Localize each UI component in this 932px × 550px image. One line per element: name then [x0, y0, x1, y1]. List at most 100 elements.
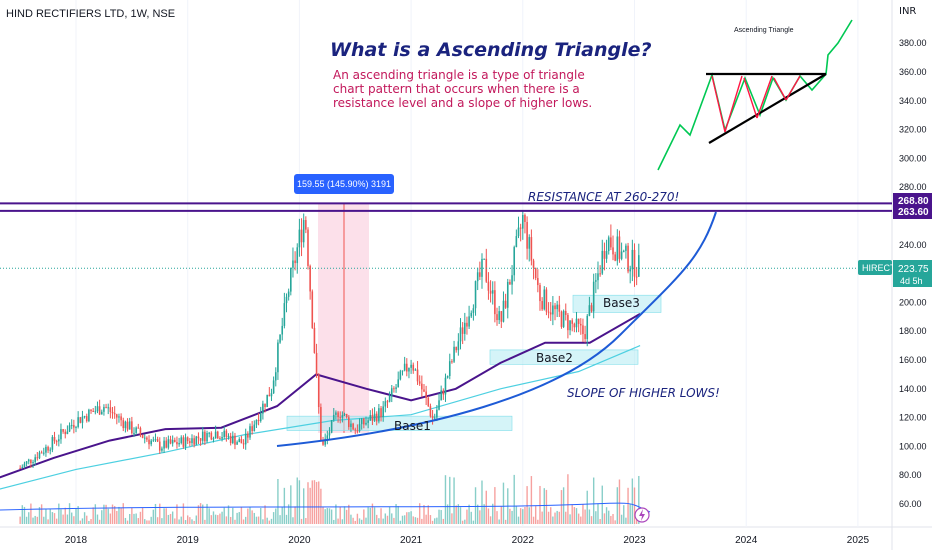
volume-bar [30, 503, 32, 524]
candle-body [305, 220, 307, 230]
candle-body [139, 428, 142, 435]
volume-bar [485, 490, 487, 524]
candle-body [158, 441, 161, 451]
candle-body [339, 417, 342, 419]
candle-body [27, 459, 30, 462]
inset-zigzag-segment [785, 75, 801, 101]
lightning-icon[interactable] [634, 507, 650, 523]
candle-body [34, 457, 36, 463]
volume-bar [393, 517, 395, 524]
candle-body [393, 388, 395, 390]
volume-bar [376, 514, 378, 524]
volume-bar [595, 511, 597, 524]
volume-bar [111, 504, 114, 524]
candle-body [476, 272, 479, 282]
volume-bar [311, 480, 313, 524]
ascending-triangle-illustration: Ascending Triangle [657, 19, 853, 171]
volume-bar [369, 507, 371, 524]
candle-body [489, 290, 492, 294]
volume-bar [279, 515, 281, 524]
volume-bar [580, 516, 582, 524]
candle-body [569, 320, 571, 331]
candle-body [603, 250, 606, 259]
candle-body [302, 220, 305, 243]
candle-body [403, 363, 406, 371]
volume-bar [219, 513, 221, 524]
price-tick-label: 60.00 [899, 499, 922, 509]
volume-bar [603, 513, 606, 524]
higher-lows-trendline[interactable] [276, 211, 717, 447]
candle-body [320, 407, 322, 441]
candlestick-series [19, 211, 640, 469]
volume-bar [391, 513, 393, 524]
candle-body [498, 311, 500, 321]
candle-body [249, 426, 251, 438]
volume-bar [403, 515, 406, 524]
volume-bar [251, 510, 253, 524]
volume-bar [423, 505, 425, 524]
candle-body [221, 436, 223, 439]
volume-bar [152, 509, 155, 524]
volume-bar [135, 513, 137, 524]
candle-body [429, 406, 432, 417]
candle-body [191, 438, 193, 444]
volume-bar [384, 513, 387, 524]
candle-body [309, 265, 311, 292]
candle-body [382, 406, 384, 417]
inset-zigzag-segment [756, 75, 773, 119]
volume-bar [83, 512, 86, 524]
volume-bar [90, 519, 92, 524]
volume-bar [51, 512, 54, 524]
candle-body [262, 403, 264, 414]
volume-bar [373, 507, 376, 524]
candle-body [356, 430, 359, 432]
candle-body [251, 426, 253, 432]
volume-bar [341, 519, 344, 524]
candle-body [412, 364, 415, 371]
volume-bar [616, 487, 619, 524]
volume-bar [326, 508, 329, 524]
volume-bar [240, 506, 243, 524]
volume-bar [195, 515, 197, 524]
volume-bar [356, 513, 359, 524]
measure-label: 159.55 (145.90%) 3191 [297, 179, 391, 189]
volume-bar [416, 517, 419, 524]
candle-body [586, 315, 589, 340]
candle-body [541, 301, 543, 310]
candle-body [264, 403, 266, 407]
volume-bar [32, 517, 34, 524]
volume-bar [511, 510, 513, 524]
volume-bar [107, 508, 109, 524]
volume-bar [487, 508, 490, 524]
volume-bar [406, 512, 408, 524]
candle-body [199, 438, 202, 441]
candle-body [504, 300, 507, 308]
volume-bars [0, 474, 651, 524]
volume-bar [103, 504, 105, 524]
base3-label: Base3 [603, 296, 640, 310]
symbol-tag-bg [858, 260, 892, 275]
candle-body [100, 411, 103, 415]
volume-bar [541, 511, 543, 524]
candle-body [386, 401, 389, 403]
volume-bar [513, 474, 515, 524]
resistance-lower-tag-bg [893, 204, 932, 219]
candle-body [167, 439, 170, 448]
candle-body [281, 325, 284, 335]
volume-bar [459, 507, 462, 524]
volume-bar [421, 518, 423, 524]
candle-body [137, 427, 140, 429]
volume-bar [298, 480, 301, 524]
volume-bar [292, 517, 294, 524]
volume-bar [412, 516, 414, 524]
volume-bar [440, 510, 442, 524]
candle-body [219, 438, 221, 440]
candle-body [464, 322, 466, 334]
candle-body [103, 406, 105, 412]
candle-body [466, 322, 468, 327]
candle-body [397, 379, 400, 388]
volume-bar [481, 480, 483, 524]
candle-body [169, 439, 172, 444]
